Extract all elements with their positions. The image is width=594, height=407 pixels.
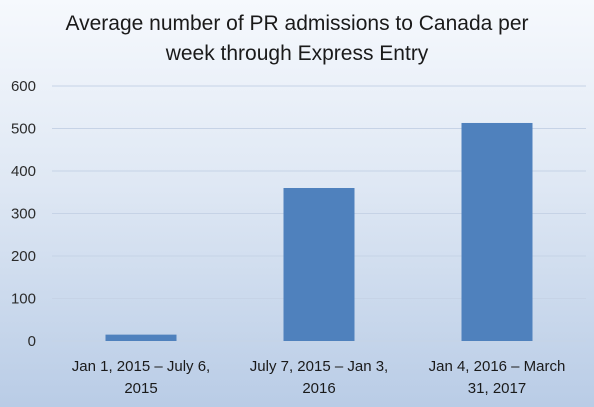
y-tick-label: 0 (28, 333, 36, 350)
x-category-label-line: 31, 2017 (468, 380, 526, 397)
y-tick-label: 300 (11, 206, 36, 223)
y-tick-label: 600 (11, 78, 36, 95)
y-tick-label: 200 (11, 248, 36, 265)
x-category-label: Jan 4, 2016 – March 31, 2017 (429, 358, 566, 397)
bar (461, 122, 533, 341)
x-category-label-line: Jan 1, 2015 – July 6, (72, 358, 210, 375)
x-category-label-line: July 7, 2015 – Jan 3, (250, 358, 388, 375)
x-category-label-line: 2015 (124, 380, 157, 397)
x-category-label-line: Jan 4, 2016 – March (429, 358, 566, 375)
x-category-label-line: 2016 (302, 380, 335, 397)
y-tick-label: 400 (11, 163, 36, 180)
y-tick-label: 500 (11, 121, 36, 138)
bar (283, 188, 355, 341)
x-axis-categories: Jan 1, 2015 – July 6, 2015 July 7, 2015 – … (72, 358, 566, 397)
y-tick-label: 100 (11, 291, 36, 308)
x-category-label: July 7, 2015 – Jan 3, 2016 (250, 358, 388, 397)
chart-title: Average number of PR admissions to Canad… (65, 12, 529, 65)
x-category-label: Jan 1, 2015 – July 6, 2015 (72, 358, 210, 397)
y-axis-ticks: 0 100 200 300 400 500 600 (11, 78, 36, 350)
bars (105, 122, 533, 341)
bar (105, 334, 177, 341)
